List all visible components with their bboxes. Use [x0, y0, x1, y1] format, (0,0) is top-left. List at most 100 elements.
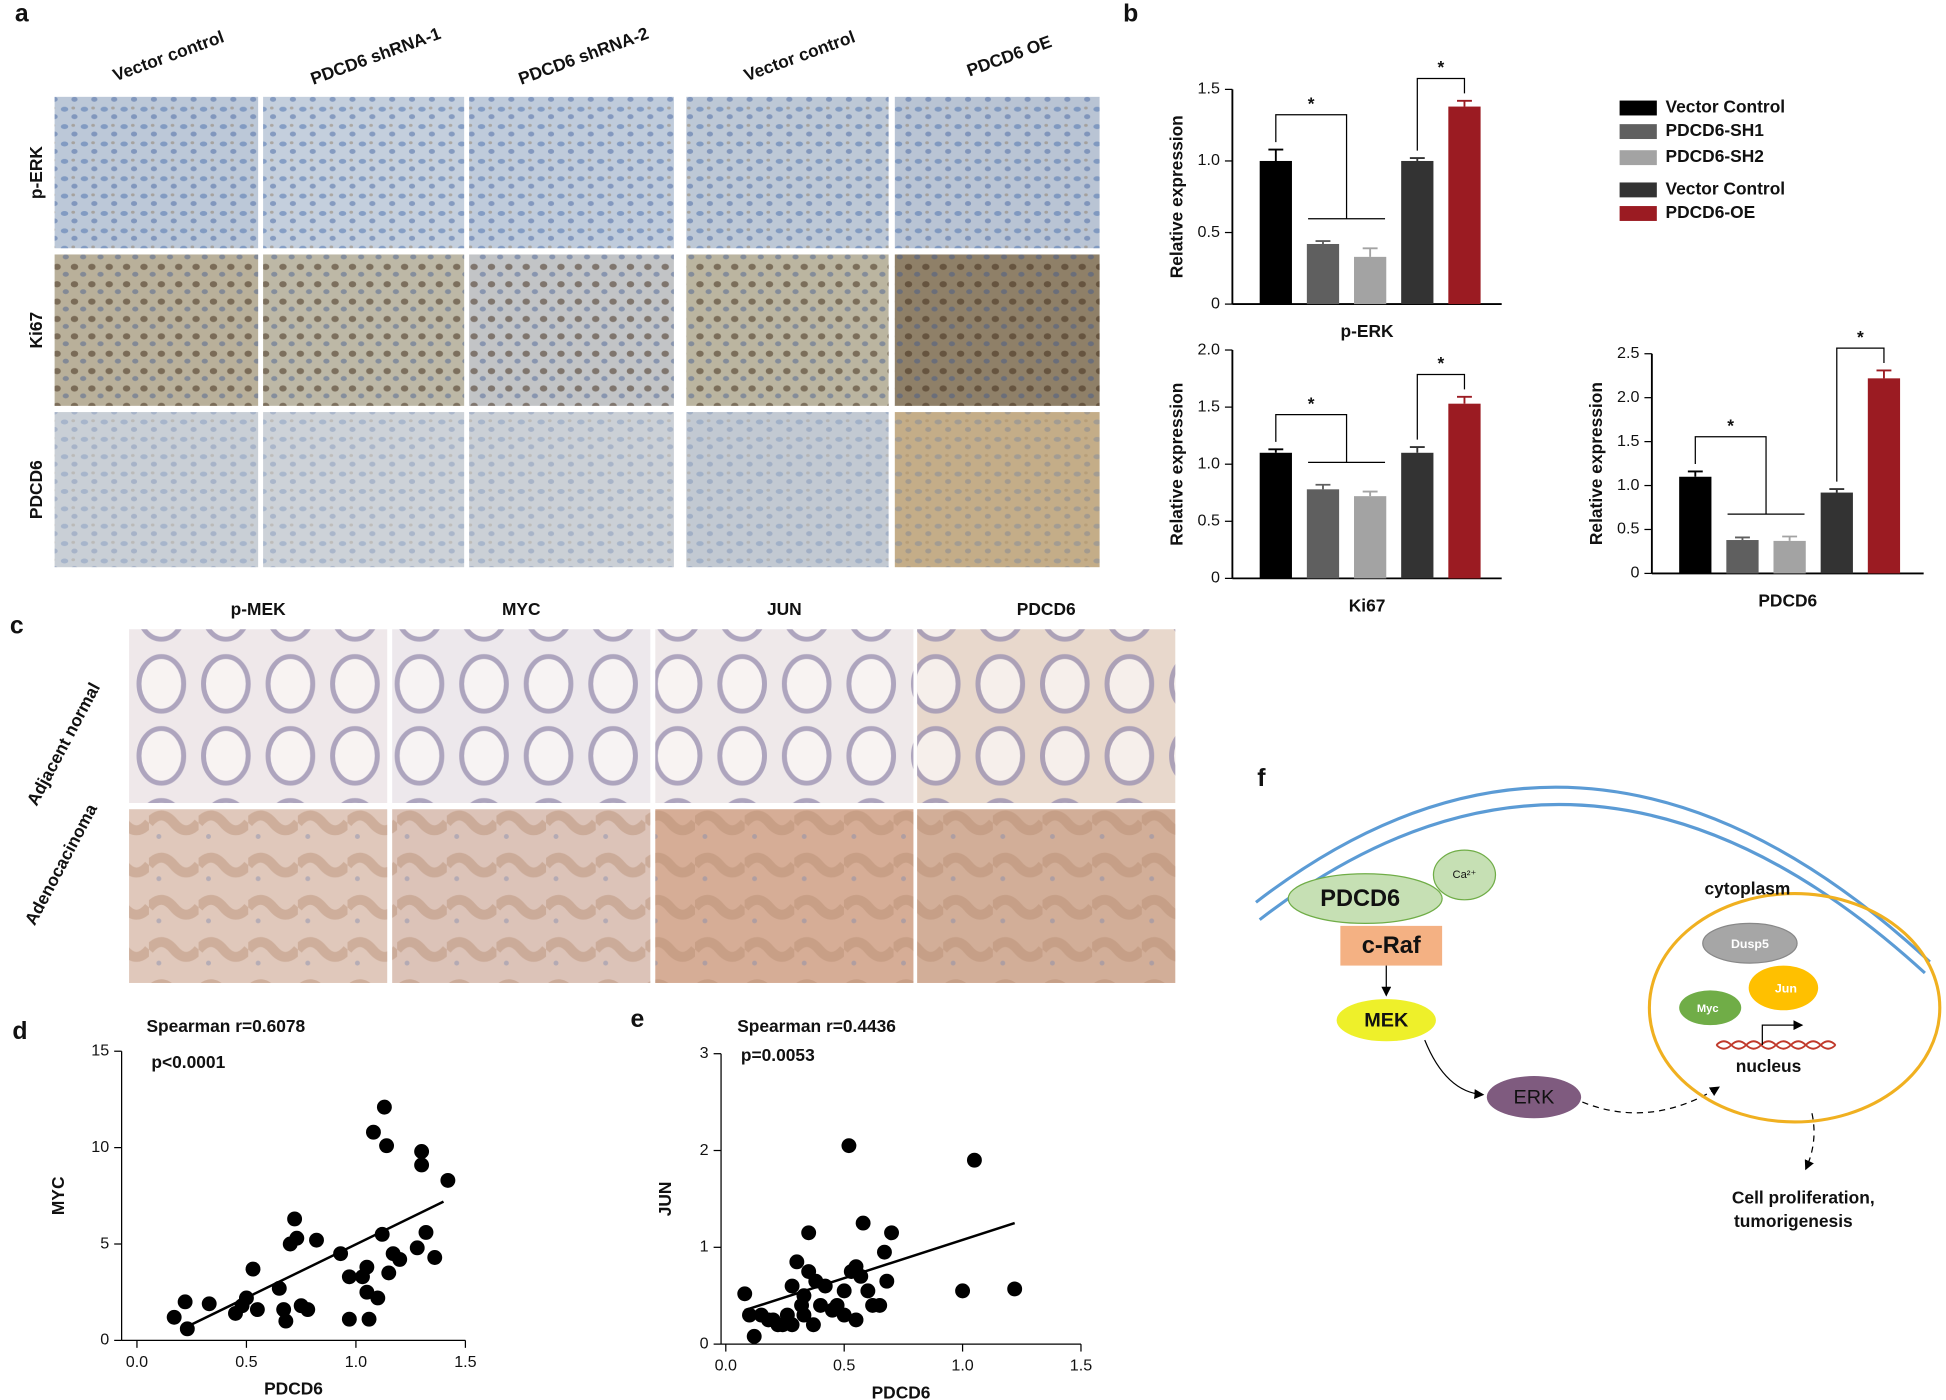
error-bar [1315, 240, 1331, 244]
point [414, 1157, 430, 1173]
column-label: PDCD6 [1017, 599, 1076, 619]
panel-label: a [15, 0, 29, 27]
micrograph-texture [263, 96, 465, 249]
point [287, 1211, 303, 1227]
arrow [1804, 1113, 1815, 1171]
outcome-label: tumorigenesis [1734, 1211, 1853, 1231]
micrograph-texture [54, 254, 259, 406]
error-bar [1362, 247, 1378, 257]
compartment-label: cytoplasm [1704, 878, 1790, 898]
compartment-label: nucleus [1736, 1056, 1802, 1076]
point [381, 1265, 397, 1281]
column-label: PDCD6 shRNA-1 [308, 23, 444, 89]
point [300, 1302, 316, 1317]
jun-node [1748, 965, 1819, 1011]
x-axis-label: PDCD6 [264, 1379, 323, 1399]
micrograph-texture [917, 629, 1176, 804]
micrograph-texture [686, 254, 889, 406]
column-label: PDCD6 OE [964, 31, 1054, 80]
point [278, 1313, 294, 1329]
bar [1448, 403, 1481, 579]
point [276, 1302, 292, 1317]
micrograph-texture [392, 629, 651, 804]
significance-bracket [1836, 347, 1885, 482]
error-bar [1268, 148, 1284, 161]
craf-node [1340, 925, 1443, 966]
micrograph-texture [469, 254, 674, 406]
micrograph-texture [54, 96, 259, 249]
point [876, 1244, 892, 1260]
y-tick-label: 2.0 [1198, 340, 1220, 358]
bar [1354, 496, 1387, 579]
error-bar [1735, 536, 1750, 541]
y-tick-label: 1.0 [1617, 476, 1639, 494]
bar [1401, 452, 1434, 579]
mek-node [1336, 999, 1436, 1042]
column-label: Vector control [110, 26, 227, 85]
row-label: Adjacent normal [23, 679, 105, 808]
point [836, 1307, 852, 1323]
annotation: Spearman r=0.6078 [146, 1016, 305, 1036]
point [359, 1259, 375, 1275]
point [784, 1317, 800, 1333]
bar [1401, 160, 1434, 305]
legend-label: Vector Control [1666, 97, 1786, 117]
point [784, 1278, 800, 1294]
fit-line [180, 1200, 445, 1331]
y-tick-label: 1.0 [1198, 454, 1220, 472]
y-axis-label: Relative expression [1166, 383, 1186, 546]
micrograph-texture [894, 254, 1100, 406]
y-tick-label: 1 [700, 1238, 709, 1256]
y-tick-label: 5 [100, 1234, 109, 1252]
annotation: p=0.0053 [741, 1045, 815, 1065]
legend-swatch [1619, 124, 1657, 140]
panel-label: c [10, 612, 24, 639]
point [805, 1317, 821, 1333]
x-axis-label: Ki67 [1349, 596, 1386, 616]
y-tick-label: 1.5 [1198, 397, 1220, 415]
error-bar [1876, 369, 1892, 379]
arrow [1424, 1039, 1485, 1100]
micrograph-texture [263, 254, 465, 406]
arrow [1582, 1086, 1720, 1114]
bar [1867, 378, 1901, 574]
point [848, 1312, 864, 1328]
bar [1306, 243, 1340, 305]
point [166, 1309, 182, 1325]
y-tick-label: 2.5 [1617, 344, 1639, 362]
point [789, 1254, 805, 1270]
significance-bracket [1416, 77, 1466, 151]
point [361, 1311, 377, 1327]
column-label: JUN [767, 599, 802, 619]
point [418, 1224, 434, 1240]
row-label: PDCD6 [26, 460, 46, 519]
dusp5-node [1702, 922, 1798, 964]
node-label: MEK [1364, 1010, 1409, 1032]
point [879, 1273, 895, 1289]
significance-mark: * [1727, 415, 1734, 435]
arrow [1761, 1020, 1804, 1046]
bar [1259, 452, 1292, 579]
point [414, 1144, 430, 1159]
significance-bracket [1694, 436, 1805, 515]
y-tick-label: 1.5 [1198, 80, 1220, 98]
error-bar [1409, 446, 1425, 453]
panel-label: d [12, 1018, 27, 1045]
column-label: p-MEK [231, 599, 286, 619]
row-label: Ki67 [26, 312, 46, 349]
y-tick-label: 0 [1211, 294, 1220, 312]
x-tick-label: 0.0 [715, 1357, 737, 1375]
legend-label: PDCD6-SH1 [1666, 120, 1765, 140]
node-label: Dusp5 [1731, 937, 1769, 951]
bar [1773, 540, 1806, 574]
legend-swatch [1619, 206, 1657, 221]
point [370, 1290, 386, 1306]
point [1007, 1281, 1023, 1297]
point [409, 1240, 425, 1256]
y-tick-label: 0.5 [1198, 223, 1220, 241]
significance-bracket [1275, 413, 1386, 464]
bar [1354, 256, 1387, 305]
y-tick-label: 1.0 [1198, 151, 1220, 169]
